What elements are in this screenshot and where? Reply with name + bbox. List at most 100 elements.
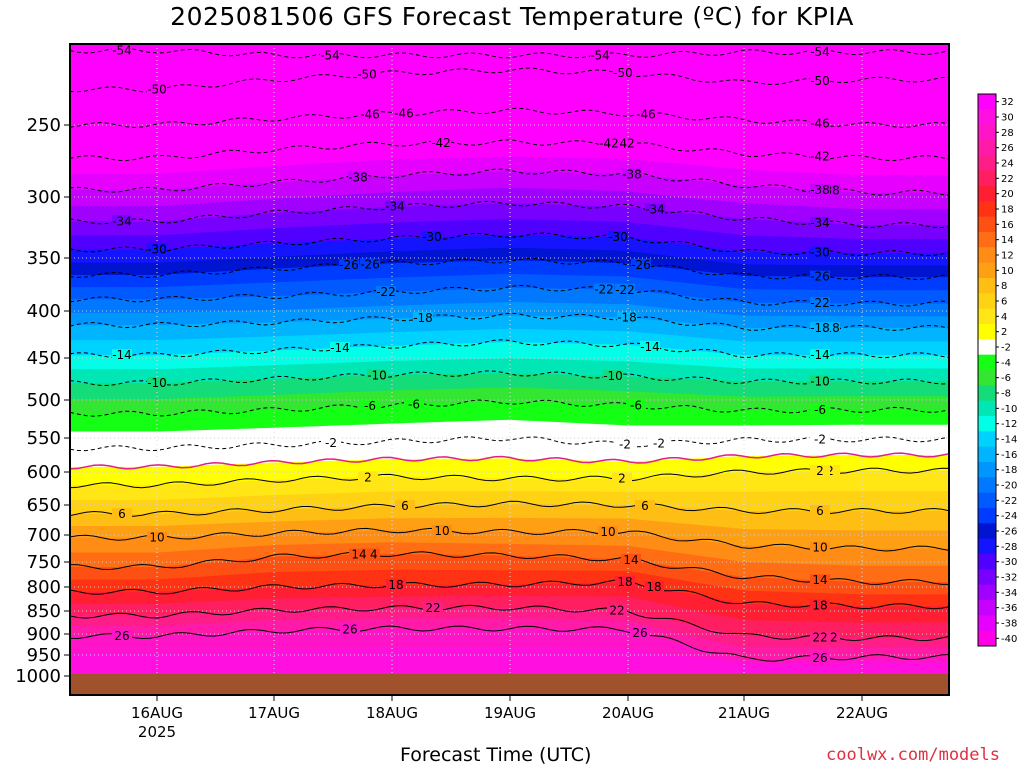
colorbar-swatch: [978, 262, 996, 279]
colorbar-swatch: [978, 216, 996, 233]
x-tick-label: 19AUG: [484, 704, 536, 722]
contour-label-bg: [404, 398, 424, 412]
contour-label-bg: [112, 44, 132, 58]
colorbar-tick-label: 16: [1001, 220, 1014, 231]
contour-label-6: 6: [401, 499, 409, 513]
colorbar-swatch: [978, 247, 996, 264]
colorbar-tick-label: 22: [1001, 174, 1014, 185]
contour-label-14: 14: [623, 553, 638, 567]
contour-label-bg: [636, 108, 656, 122]
colorbar-tick-label: -32: [1001, 573, 1017, 584]
contour-label--10: -10: [810, 375, 830, 389]
colorbar-tick-label: 18: [1001, 205, 1014, 216]
y-tick-label: 500: [27, 390, 61, 411]
y-tick-label: 800: [27, 577, 61, 598]
contour-label--2: -2: [814, 433, 826, 447]
colorbar-tick-label: -6: [1001, 373, 1011, 384]
y-tick-label: 450: [27, 348, 61, 369]
y-tick-label: 550: [27, 428, 61, 449]
colorbar-swatch: [978, 94, 996, 110]
contour-label-bg: [810, 270, 830, 284]
contour-label--26: -26: [810, 270, 830, 284]
contour-label-bg: [617, 311, 637, 325]
contour-label-bg: [612, 472, 632, 486]
contour-label--26: -26: [360, 257, 380, 271]
colorbar-swatch: [978, 508, 996, 524]
colorbar-tick-label: 12: [1001, 251, 1014, 262]
contour-label--2: -2: [325, 436, 337, 450]
contour-label-10: 10: [600, 525, 615, 539]
colorbar-tick-label: -24: [1001, 511, 1017, 522]
contour-label-bg: [810, 465, 830, 479]
contour-label-bg: [810, 74, 830, 88]
contour-label-bg: [631, 258, 651, 272]
contour--22: [70, 284, 949, 307]
x-tick-label: 20AUG: [602, 704, 654, 722]
contour--50: [70, 67, 949, 93]
contour-label-bg: [413, 311, 433, 325]
contour-label-bg: [360, 400, 380, 414]
contour-label-bg: [615, 283, 635, 297]
colorbar-swatch: [978, 462, 996, 478]
colorbar-swatch: [978, 109, 996, 126]
colorbar-swatch: [978, 523, 996, 540]
colorbar-swatch: [978, 584, 996, 601]
ground-layer: [70, 674, 949, 695]
colorbar-tick-label: -2: [1001, 343, 1011, 354]
contour--54: [70, 47, 949, 59]
contour-label-bg: [810, 541, 830, 555]
contour-label--38: -38: [810, 183, 830, 197]
contour-label-bg: [615, 576, 635, 590]
contour-label-bg: [147, 531, 167, 545]
y-axis: 2503003504004505005506006507007508008509…: [15, 115, 70, 687]
y-tick-label: 850: [27, 601, 61, 622]
colorbar-tick-label: 20: [1001, 189, 1014, 200]
contour-label--10: -10: [603, 369, 623, 383]
contour-label--50: -50: [613, 66, 633, 80]
contour-label-bg: [622, 168, 642, 182]
contour-label-26: 26: [812, 651, 827, 665]
contour-label--14: -14: [810, 348, 830, 362]
contour-label-22: 22: [812, 630, 827, 644]
contour-label-bg: [112, 349, 132, 363]
contour-label--22: -22: [376, 285, 396, 299]
contour-label-26: 26: [342, 622, 357, 636]
colorbar-swatch: [978, 186, 996, 202]
contour-label-bg: [810, 404, 830, 418]
contour-2: [70, 467, 949, 489]
x-tick-label: 16AUG: [131, 704, 183, 722]
contour-label-bg: [348, 171, 368, 185]
colorbar-swatch: [978, 538, 996, 555]
credit-link[interactable]: coolwx.com/models: [826, 745, 1000, 765]
colorbar-swatch: [978, 600, 996, 616]
contour-label-10: 10: [812, 541, 827, 555]
contour-label-bg: [613, 67, 633, 81]
colorbar-tick-label: 4: [1001, 312, 1007, 323]
colorbar-swatch: [978, 155, 996, 172]
colorbar-swatch: [978, 124, 996, 141]
contour-label-18: 18: [388, 578, 403, 592]
chart-title: 2025081506 GFS Forecast Temperature (ºC)…: [170, 2, 854, 31]
contour-label--10: -10: [147, 376, 167, 390]
contour-label-bg: [360, 258, 380, 272]
contour-label-bg: [810, 574, 830, 588]
contour-label--54: -54: [810, 45, 830, 59]
colorbar-swatch: [978, 201, 996, 218]
contour-label-18: 18: [812, 598, 827, 612]
colorbar-tick-label: -26: [1001, 527, 1017, 538]
contour-label-bg: [640, 340, 660, 354]
contour-label-bg: [594, 283, 614, 297]
colorbar-tick-label: -20: [1001, 481, 1017, 492]
contour-label-bg: [431, 137, 451, 151]
colorbar-tick-label: -4: [1001, 358, 1011, 369]
colorbar-swatch: [978, 170, 996, 187]
colorbar-tick-label: -10: [1001, 404, 1017, 415]
contour-label-22: 22: [425, 601, 440, 615]
contour--38: [70, 168, 949, 196]
contour-label-bg: [321, 437, 341, 451]
contour-label-bg: [112, 630, 132, 644]
contour-label-18: 18: [617, 575, 632, 589]
y-tick-label: 250: [27, 115, 61, 136]
contour-label-bg: [147, 377, 167, 391]
